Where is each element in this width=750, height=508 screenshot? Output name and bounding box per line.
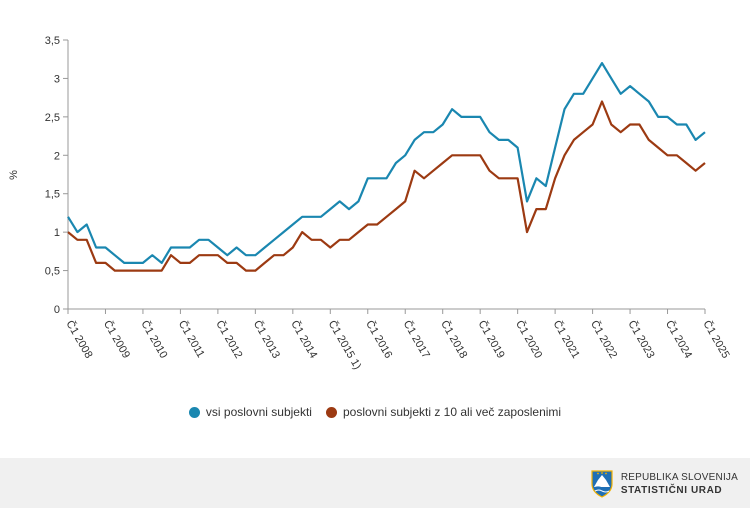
x-tick-label: Č1 2023 <box>625 318 657 361</box>
legend-item-all[interactable]: vsi poslovni subjekti <box>188 405 312 419</box>
logo-line-1: REPUBLIKA SLOVENIJA <box>620 472 738 483</box>
x-tick-label: Č1 2013 <box>251 318 283 361</box>
y-tick-label: 0 <box>54 304 60 316</box>
chart-area: 0 0,5 1 1,5 2 2,5 3 3,5% Č1 2008 Č1 2009 Č1 2010 Č1… <box>8 35 732 372</box>
surs-logo[interactable]: REPUBLIKA SLOVENIJA STATISTIČNI URAD <box>591 470 738 498</box>
y-tick-label: 1,5 <box>45 189 60 201</box>
series-line-10plus-employees <box>67 100 706 272</box>
x-tick-label: Č1 2021 <box>551 318 583 361</box>
footer-bar: REPUBLIKA SLOVENIJA STATISTIČNI URAD <box>0 458 750 508</box>
x-tick-label: Č1 2014 <box>288 318 320 361</box>
logo-line-2: STATISTIČNI URAD <box>620 485 723 496</box>
legend-marker-all <box>188 406 200 418</box>
x-tick-label: Č1 2015 1) <box>326 318 364 372</box>
y-tick-label: 3 <box>54 73 60 85</box>
x-tick-label: Č1 2019 <box>476 318 508 361</box>
x-tick-label: Č1 2018 <box>438 318 470 361</box>
y-tick-label: 0,5 <box>45 266 60 278</box>
legend-item-10plus[interactable]: poslovni subjekti z 10 ali več zaposleni… <box>325 405 562 419</box>
x-tick-label: Č1 2025 <box>700 318 732 361</box>
x-tick-label: Č1 2011 <box>176 318 208 360</box>
legend: vsi poslovni subjekti poslovni subjekti … <box>0 405 750 419</box>
slovenia-coat-of-arms-icon <box>591 470 613 498</box>
y-tick-label: 3,5 <box>45 35 60 47</box>
legend-marker-10plus <box>325 406 337 418</box>
line-chart: 00,511,522,533,5%Č1 2008 Č1 2009 Č1 2010 Č1… <box>8 35 732 372</box>
x-tick-label: Č1 2016 <box>363 318 395 361</box>
x-tick-label: Č1 2020 <box>513 318 545 361</box>
y-axis-label: % <box>8 170 20 180</box>
y-tick-label: 1 <box>54 227 60 239</box>
legend-label-10plus: poslovni subjekti z 10 ali več zaposleni… <box>342 405 562 419</box>
y-tick-label: 2 <box>54 150 60 162</box>
x-tick-label: Č1 2010 <box>138 318 170 361</box>
x-tick-label: Č1 2017 <box>401 318 433 361</box>
y-tick-label: 2,5 <box>45 112 60 124</box>
x-tick-label: Č1 2022 <box>588 318 620 361</box>
series-line-all-businesses <box>67 61 706 264</box>
x-tick-label: Č1 2008 <box>63 318 95 361</box>
x-tick-label: Č1 2012 <box>213 318 245 361</box>
legend-label-all: vsi poslovni subjekti <box>205 405 312 419</box>
x-tick-label: Č1 2009 <box>101 318 133 361</box>
x-tick-label: Č1 2024 <box>663 318 695 361</box>
